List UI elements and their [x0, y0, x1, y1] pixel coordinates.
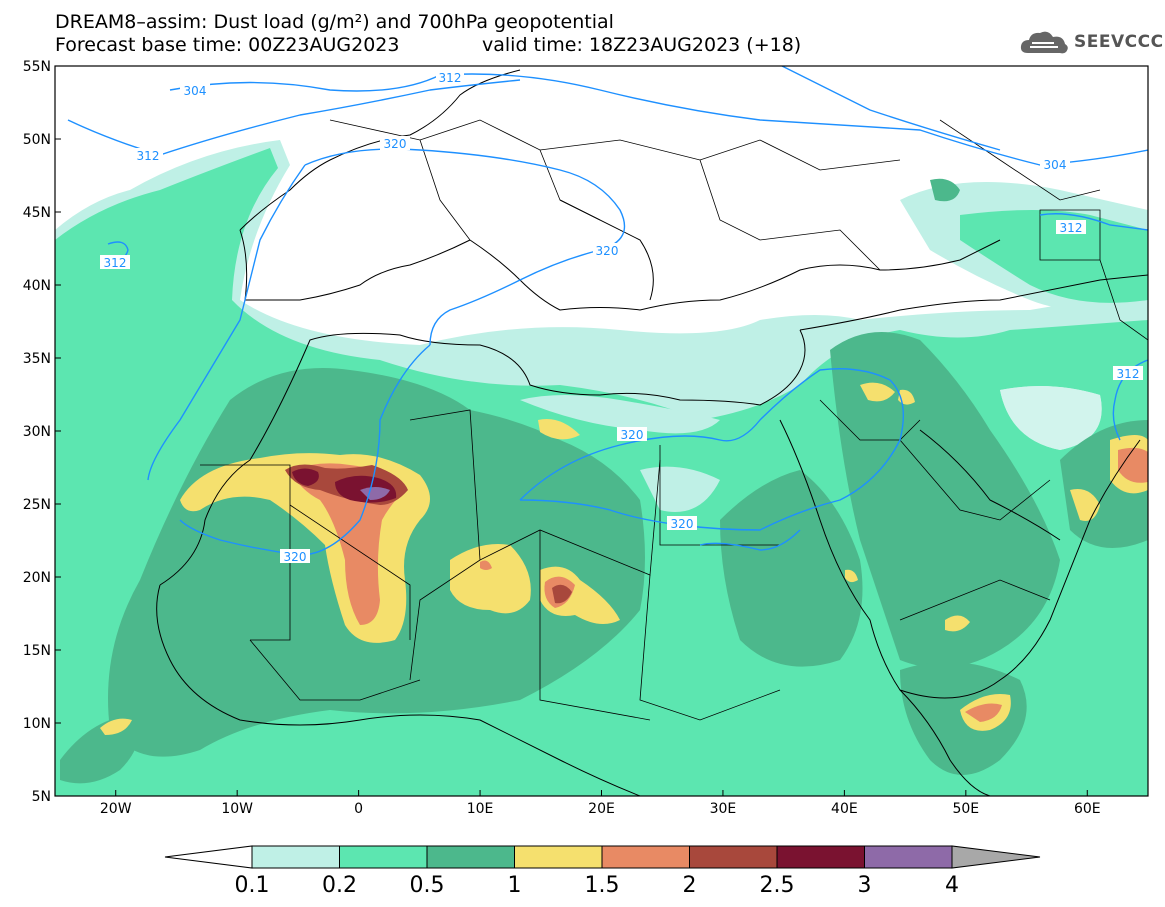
colorbar-label: 3: [858, 873, 872, 898]
colorbar-label: 0.2: [322, 873, 357, 898]
lon-tick-label: 20E: [588, 801, 615, 817]
lat-tick-label: 5N: [32, 789, 51, 805]
contour-label: 320: [384, 137, 407, 151]
cloud-icon: [1020, 31, 1068, 54]
lon-tick-label: 50E: [952, 801, 979, 817]
contour-label: 320: [284, 550, 307, 564]
contour-label: 304: [184, 84, 207, 98]
lon-tick-label: 0: [354, 801, 363, 817]
contour-label: 312: [137, 149, 160, 163]
map-title: DREAM8–assim: Dust load (g/m²) and 700hP…: [55, 11, 614, 33]
contour-label: 312: [1117, 367, 1140, 381]
forecast-base-time: Forecast base time: 00Z23AUG2023: [55, 34, 400, 56]
colorbar-cell: [514, 845, 603, 869]
colorbar-cell: [426, 845, 515, 869]
colorbar-label: 0.1: [235, 873, 270, 898]
colorbar-label: 0.5: [410, 873, 445, 898]
lat-tick-label: 10N: [23, 716, 51, 732]
contour-label: 312: [104, 256, 127, 270]
contour-label: 320: [596, 244, 619, 258]
lat-tick-label: 35N: [23, 351, 51, 367]
lat-axis: 55N 50N 45N 40N 35N 30N 25N 20N 15N 10N 5N: [23, 59, 61, 805]
colorbar-cell: [339, 845, 428, 869]
colorbar-cell: [689, 845, 778, 869]
colorbar-label: 2.5: [760, 873, 795, 898]
colorbar-under-arrow: [164, 845, 253, 869]
contour-label: 312: [1060, 221, 1083, 235]
colorbar-label: 1.5: [585, 873, 620, 898]
contour-labels: 304 312 312 312 320 320 320 320 320 304 …: [100, 70, 1143, 564]
colorbar-label: 2: [683, 873, 697, 898]
colorbar: 0.1 0.2 0.5 1 1.5 2 2.5 3 4: [164, 845, 1041, 898]
lon-tick-label: 20W: [100, 801, 132, 817]
lat-tick-label: 15N: [23, 643, 51, 659]
contour-label: 320: [671, 517, 694, 531]
logo-text: SEEVCCC: [1074, 32, 1164, 52]
logo: SEEVCCC: [1018, 27, 1164, 57]
lon-tick-label: 40E: [831, 801, 858, 817]
colorbar-cell: [601, 845, 690, 869]
dust-field: 304 312 312 312 320 320 320 320 320 304 …: [55, 66, 1148, 796]
lat-tick-label: 25N: [23, 497, 51, 513]
contour-label: 312: [439, 71, 462, 85]
contour-label: 304: [1044, 158, 1067, 172]
colorbar-label: 4: [945, 873, 959, 898]
contour-label: 320: [621, 428, 644, 442]
lon-tick-label: 10E: [467, 801, 494, 817]
lon-tick-label: 60E: [1074, 801, 1101, 817]
country-borders: [200, 119, 1148, 721]
colorbar-cell: [864, 845, 953, 869]
lat-tick-label: 50N: [23, 132, 51, 148]
colorbar-over-arrow: [951, 845, 1041, 869]
lat-tick-label: 55N: [23, 59, 51, 75]
lat-tick-label: 40N: [23, 278, 51, 294]
colorbar-label: 1: [508, 873, 522, 898]
colorbar-cell: [776, 845, 865, 869]
lat-tick-label: 45N: [23, 205, 51, 221]
lat-tick-label: 30N: [23, 424, 51, 440]
lon-axis: 20W 10W 0 10E 20E 30E 40E 50E 60E: [100, 790, 1101, 817]
valid-time: valid time: 18Z23AUG2023 (+18): [482, 34, 802, 56]
lon-tick-label: 30E: [710, 801, 737, 817]
lat-tick-label: 20N: [23, 570, 51, 586]
colorbar-cell: [251, 845, 340, 869]
lon-tick-label: 10W: [221, 801, 253, 817]
